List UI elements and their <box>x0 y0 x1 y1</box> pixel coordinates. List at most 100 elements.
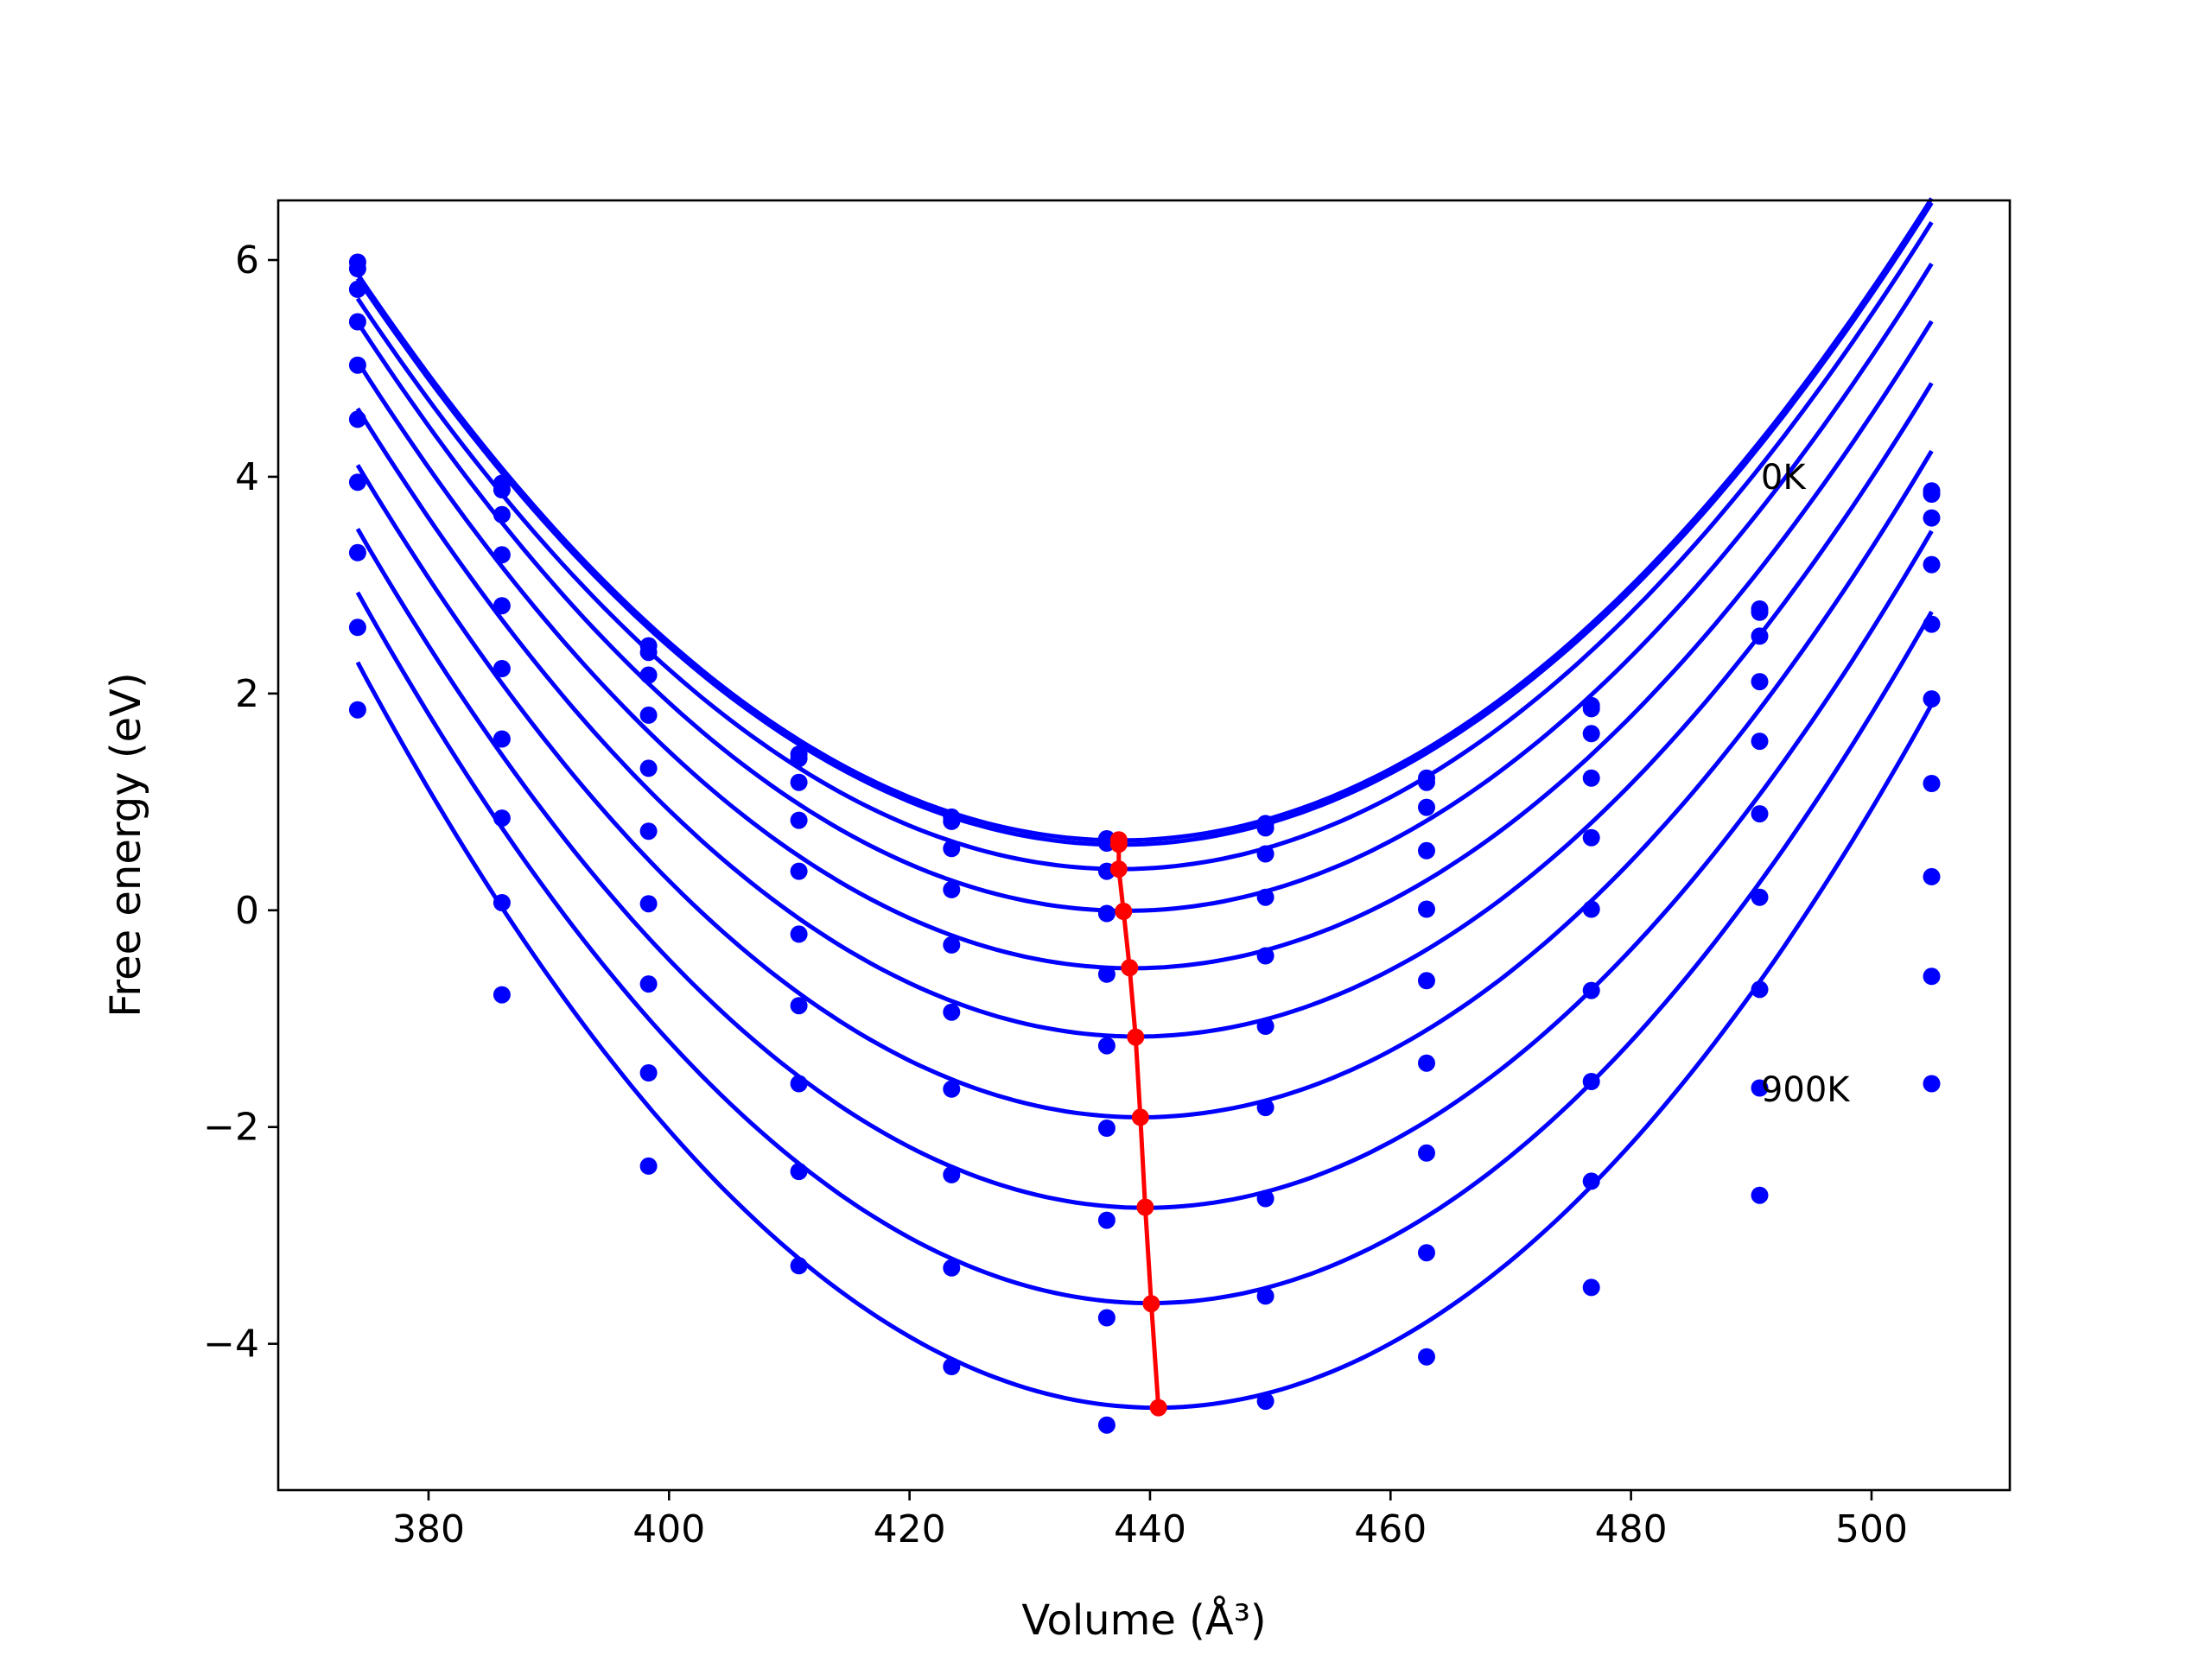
x-tick-label: 500 <box>1835 1507 1908 1551</box>
data-point-700k <box>1582 1073 1600 1090</box>
data-point-800k <box>1582 1172 1600 1190</box>
data-point-600k <box>943 1080 961 1098</box>
data-point-500k <box>1256 1018 1274 1035</box>
y-tick-label: 6 <box>235 238 259 282</box>
data-point-100k <box>1923 485 1941 503</box>
data-point-200k <box>1582 725 1600 743</box>
annotation-900k-label: 900K <box>1761 1070 1851 1110</box>
data-point-900k <box>1923 1075 1941 1093</box>
axis-ticks: 380 400 420 440 460 480 500 −4 −2 0 2 4 6 <box>203 238 1908 1551</box>
data-point-300k <box>348 313 366 331</box>
y-tick-label: 2 <box>235 672 259 716</box>
x-axis-label: Volume (Å³) <box>1021 1595 1266 1645</box>
data-point-800k <box>1923 967 1941 986</box>
data-point-400k <box>1751 733 1769 751</box>
minimum-point <box>1109 860 1128 879</box>
data-point-100k <box>1256 819 1274 837</box>
fit-curve-300k <box>355 262 1934 913</box>
data-point-300k <box>493 546 511 564</box>
data-point-300k <box>1418 841 1435 860</box>
data-point-500k <box>1751 805 1769 823</box>
y-tick-label: 4 <box>235 455 259 499</box>
minimum-point <box>1149 1399 1167 1417</box>
data-point-600k <box>1418 1054 1435 1072</box>
data-point-400k <box>1418 900 1435 918</box>
fit-curve-100k <box>355 201 1934 847</box>
data-point-100k <box>639 644 658 662</box>
data-point-800k <box>1097 1309 1116 1327</box>
data-point-200k <box>493 505 511 523</box>
data-point-200k <box>1418 798 1435 816</box>
data-point-500k <box>1923 690 1941 708</box>
minimum-point <box>1121 959 1139 977</box>
data-point-600k <box>1097 1120 1116 1137</box>
plot-marks <box>348 197 1941 1434</box>
data-point-100k <box>1582 700 1600 718</box>
data-point-300k <box>1923 555 1941 574</box>
minimum-point <box>1131 1108 1149 1126</box>
data-point-900k <box>1751 1186 1769 1204</box>
data-point-400k <box>1582 828 1600 847</box>
data-point-900k <box>348 701 366 719</box>
data-point-700k <box>1751 980 1769 999</box>
y-tick-label: −4 <box>203 1323 259 1367</box>
data-point-700k <box>348 543 366 561</box>
data-point-400k <box>1256 947 1274 965</box>
data-point-500k <box>493 660 511 677</box>
data-point-100k <box>348 260 366 277</box>
data-point-800k <box>790 1163 808 1181</box>
data-point-600k <box>1923 775 1941 792</box>
data-point-800k <box>1418 1244 1435 1262</box>
data-point-700k <box>1923 867 1941 885</box>
y-axis-label: Free energy (eV) <box>102 672 150 1017</box>
data-point-200k <box>943 840 961 858</box>
data-point-400k <box>943 936 961 954</box>
data-point-200k <box>1923 509 1941 527</box>
data-point-200k <box>639 666 658 684</box>
axes-frame <box>276 199 2012 1492</box>
y-tick-label: 0 <box>235 889 259 933</box>
data-point-600k <box>348 473 366 492</box>
data-point-700k <box>1418 1144 1435 1162</box>
minimum-point <box>1109 835 1128 853</box>
data-point-200k <box>1256 845 1274 863</box>
data-point-800k <box>943 1259 961 1277</box>
data-point-700k <box>493 809 511 828</box>
data-point-700k <box>943 1165 961 1183</box>
minimum-line <box>1116 840 1161 1408</box>
data-point-500k <box>348 410 366 428</box>
data-point-100k <box>1751 603 1769 621</box>
fit-curve-500k <box>355 382 1934 1039</box>
data-point-400k <box>639 759 658 777</box>
data-point-200k <box>790 773 808 791</box>
data-point-200k <box>1751 627 1769 645</box>
fit-curve-400k <box>355 320 1934 971</box>
data-point-100k <box>1418 773 1435 791</box>
data-point-300k <box>1256 888 1274 906</box>
minimum-point <box>1136 1198 1154 1216</box>
data-point-800k <box>639 1064 658 1082</box>
minimum-point <box>1127 1028 1145 1046</box>
fit-curve-0k <box>355 197 1934 843</box>
data-point-100k <box>493 481 511 498</box>
data-point-700k <box>639 975 658 993</box>
x-tick-label: 480 <box>1595 1507 1668 1551</box>
data-point-900k <box>1256 1392 1274 1411</box>
data-point-500k <box>1582 900 1600 918</box>
data-point-700k <box>1097 1211 1116 1229</box>
data-point-800k <box>348 618 366 637</box>
data-point-300k <box>639 706 658 724</box>
data-point-500k <box>1097 1037 1116 1055</box>
x-tick-label: 420 <box>874 1507 946 1551</box>
data-point-900k <box>790 1257 808 1275</box>
data-point-500k <box>790 925 808 943</box>
data-point-900k <box>1582 1278 1600 1297</box>
x-tick-label: 440 <box>1114 1507 1186 1551</box>
data-point-600k <box>1582 981 1600 999</box>
data-point-800k <box>1751 1079 1769 1097</box>
data-point-300k <box>790 811 808 829</box>
data-point-800k <box>1256 1287 1274 1305</box>
